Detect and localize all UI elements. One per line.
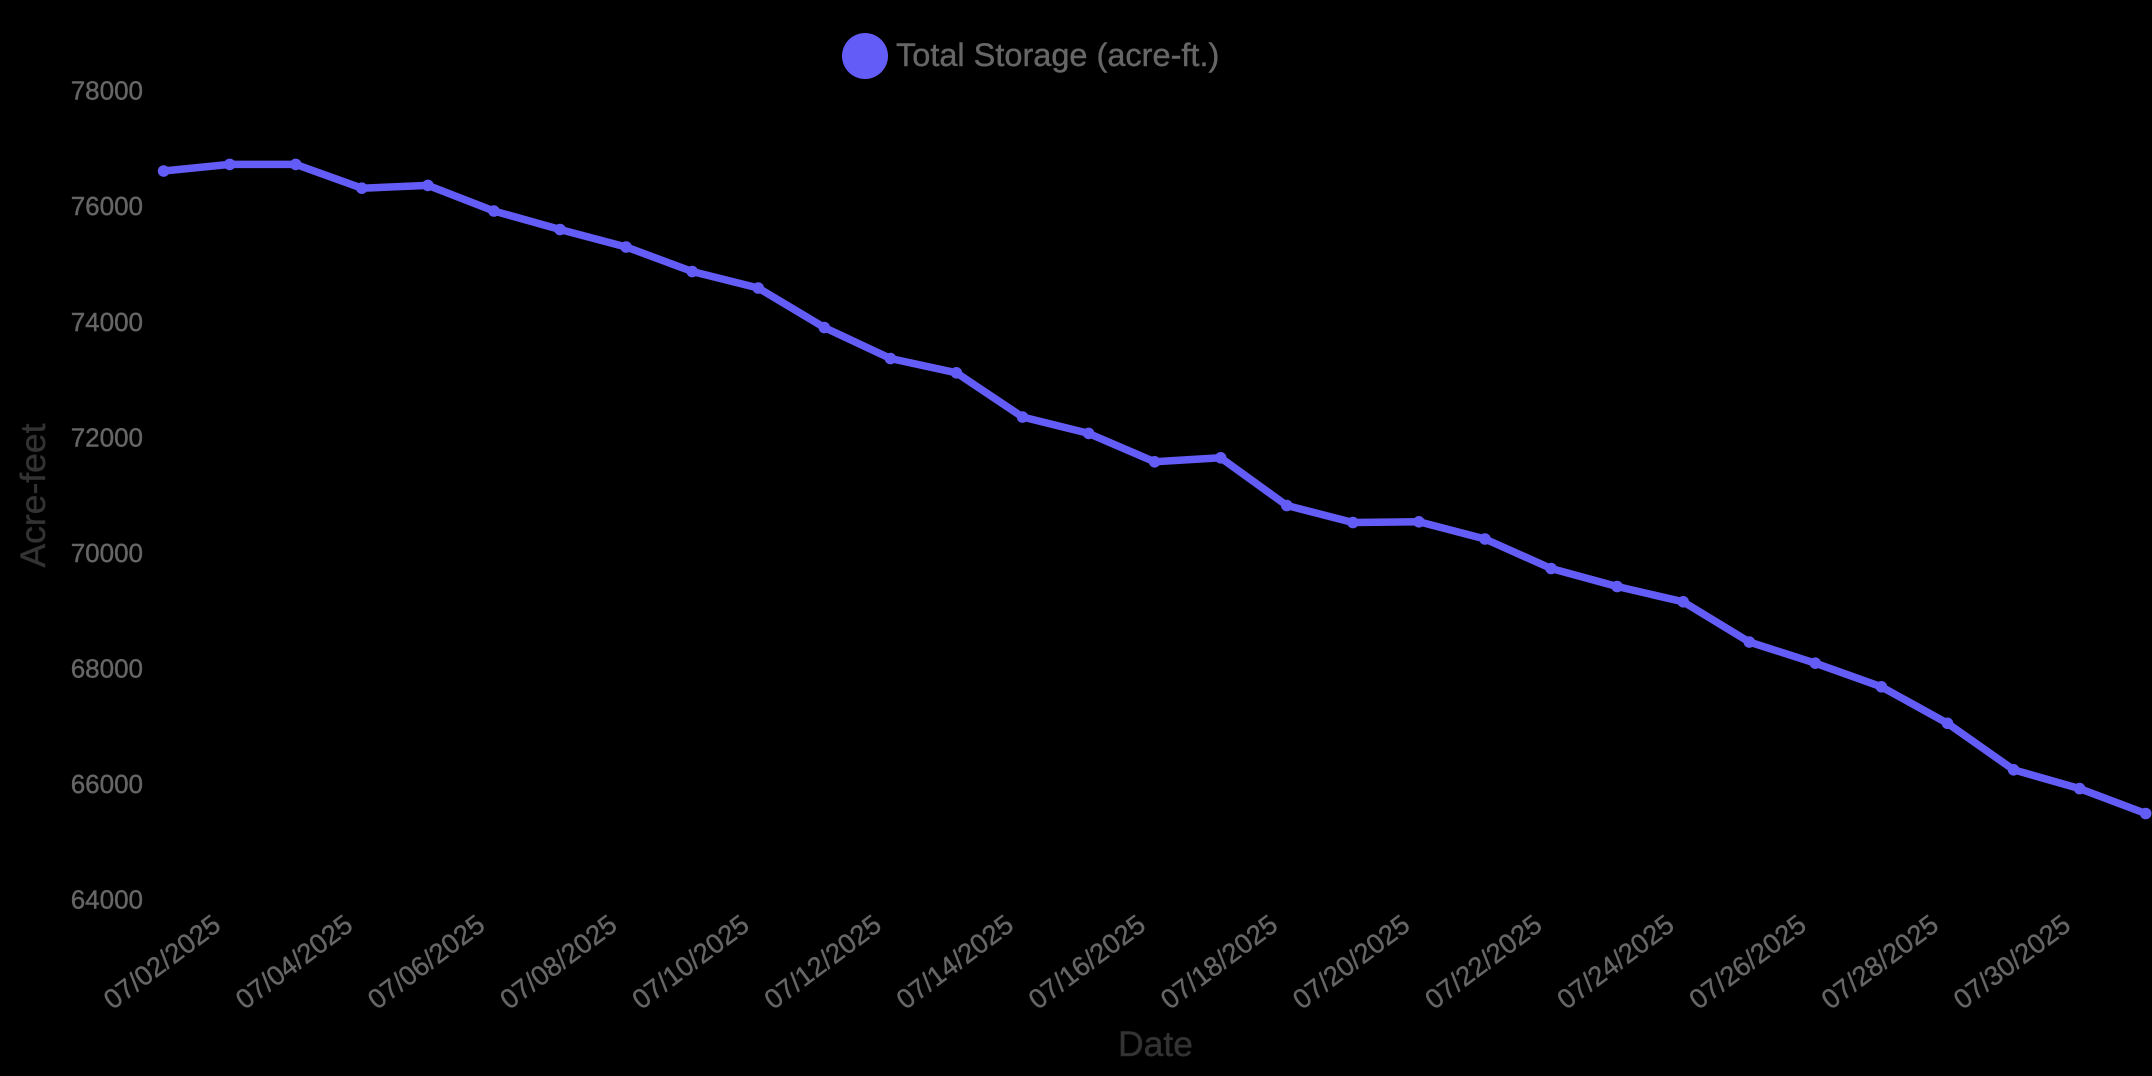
svg-text:Acre-feet: Acre-feet (13, 423, 53, 567)
svg-text:64000: 64000 (71, 885, 143, 915)
svg-text:70000: 70000 (71, 538, 143, 568)
svg-text:72000: 72000 (71, 422, 143, 452)
svg-text:66000: 66000 (71, 769, 143, 799)
svg-text:68000: 68000 (71, 654, 143, 684)
svg-text:74000: 74000 (71, 307, 143, 337)
svg-text:78000: 78000 (71, 76, 143, 106)
svg-text:76000: 76000 (71, 191, 143, 221)
svg-text:Date: Date (1118, 1024, 1193, 1064)
svg-text:Total Storage (acre-ft.): Total Storage (acre-ft.) (896, 37, 1219, 73)
